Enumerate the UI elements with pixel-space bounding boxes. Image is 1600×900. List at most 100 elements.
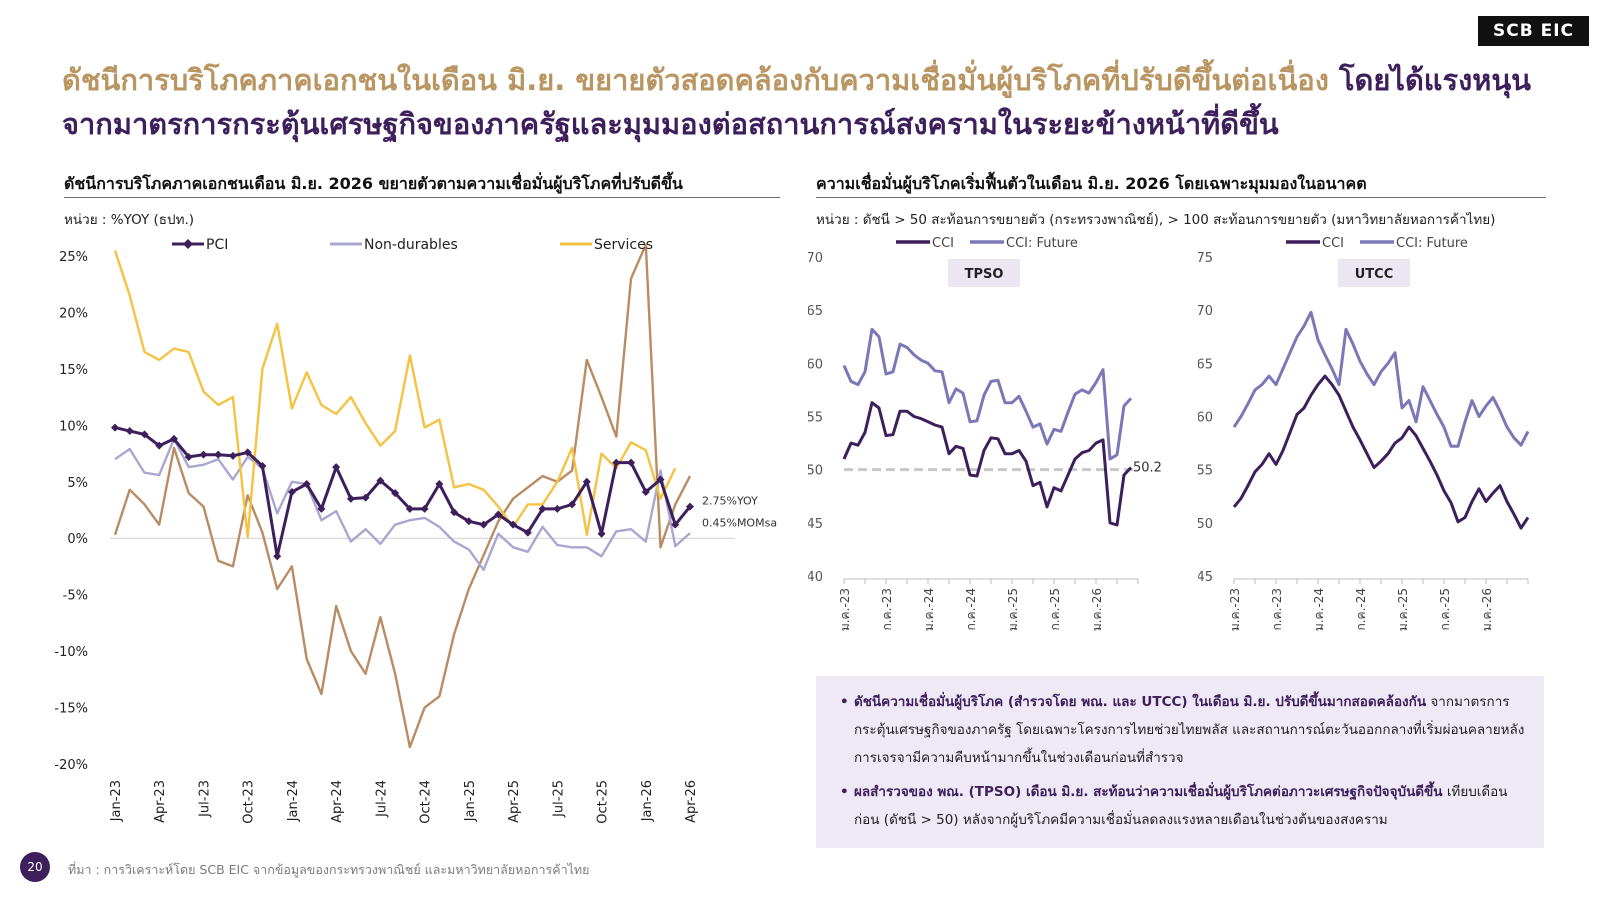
y-tick-label: 60	[808, 357, 823, 372]
y-tick-label: -5%	[63, 589, 88, 604]
pci-point	[332, 463, 341, 472]
pci-latest-annotation: 2.75%YOY	[702, 495, 758, 508]
y-tick-label: 5%	[67, 476, 88, 491]
y-tick-label: 45	[1198, 570, 1213, 585]
y-tick-label: 65	[1198, 357, 1213, 372]
pci-point	[671, 520, 680, 529]
legend-label: CCI: Future	[1396, 236, 1468, 251]
pci-point	[243, 448, 252, 457]
x-tick-label: Oct-24	[419, 780, 434, 824]
headline-part-1: ดัชนีการบริโภคภาคเอกชนในเดือน มิ.ย. ขยาย…	[62, 63, 1329, 97]
note-lead: ผลสำรวจของ พณ. (TPSO) เดือน มิ.ย. สะท้อน…	[854, 784, 1443, 800]
x-tick-label: ม.ค.-26	[1480, 588, 1494, 631]
y-tick-label: 50	[808, 464, 823, 479]
pci-point	[140, 430, 149, 439]
legend-label: Non-durables	[364, 237, 458, 253]
pci-point	[597, 529, 606, 538]
pci-point	[479, 520, 488, 529]
x-tick-label: Apr-26	[684, 780, 699, 823]
x-tick-label: ก.ค.-23	[1270, 588, 1284, 631]
legend-label: PCI	[206, 237, 228, 253]
utcc-chart: 75 70 65 60 55 50 45 ม.ค.-23 ก.ค.-23 ม.ค.-24 ก.ค.-…	[1198, 236, 1530, 631]
pci-point	[405, 504, 414, 513]
x-tick-label: ม.ค.-24	[922, 588, 936, 631]
legend-label: CCI: Future	[1006, 236, 1078, 251]
pci-point	[184, 452, 193, 461]
y-tick-label: 50	[1198, 517, 1213, 532]
x-tick-label: ก.ค.-24	[1354, 588, 1368, 631]
note-lead: ดัชนีความเชื่อมั่นผู้บริโภค (สำรวจโดย พณ…	[854, 694, 1427, 710]
left-chart-unit: หน่วย : %YOY (ธปท.)	[64, 212, 195, 228]
x-tick-label: ก.ค.-24	[964, 588, 978, 631]
pci-point	[509, 520, 518, 529]
legend-marker	[183, 239, 193, 249]
pci-point	[464, 517, 473, 526]
note-body: จากมาตรการกระตุ้นเศรษฐกิจของภาครัฐ โดยเฉ…	[854, 694, 1525, 766]
pci-point	[627, 458, 636, 467]
pci-point	[568, 500, 577, 509]
pci-point	[302, 480, 311, 489]
x-tick-label: Oct-25	[596, 780, 611, 824]
x-tick-label: ก.ค.-25	[1048, 588, 1062, 631]
pci-mom-annotation: 0.45%MOMsa	[702, 517, 777, 530]
y-tick-label: 20%	[59, 306, 88, 321]
key-notes-box: ดัชนีความเชื่อมั่นผู้บริโภค (สำรวจโดย พณ…	[816, 676, 1544, 848]
cci-line	[1232, 374, 1530, 530]
page-number: 20	[20, 852, 50, 882]
pci-point	[155, 441, 164, 450]
x-tick-label: Apr-24	[330, 780, 345, 823]
x-tick-label: Jul-24	[374, 780, 389, 818]
legend-label: Services	[594, 237, 653, 253]
services-line	[113, 250, 677, 539]
x-tick-label: Apr-23	[153, 780, 168, 823]
pci-point	[612, 458, 621, 467]
x-tick-label: Jan-26	[640, 780, 655, 822]
cci-line	[842, 401, 1133, 527]
pci-point	[258, 461, 267, 470]
x-tick-label: Jul-25	[551, 780, 566, 818]
y-tick-label: -20%	[54, 758, 88, 773]
y-tick-label: 15%	[59, 363, 88, 378]
x-tick-label: ม.ค.-25	[1396, 588, 1410, 631]
pci-point	[523, 528, 532, 537]
legend-label: CCI	[932, 236, 954, 251]
y-tick-label: -15%	[54, 702, 88, 717]
chart-title-box	[948, 259, 1020, 287]
y-tick-label: 40	[808, 570, 823, 585]
y-tick-label: -10%	[54, 645, 88, 660]
other-series-line	[113, 243, 692, 749]
x-tick-label: ม.ค.-24	[1312, 588, 1326, 631]
pci-point	[169, 434, 178, 443]
note-item: ผลสำรวจของ พณ. (TPSO) เดือน มิ.ย. สะท้อน…	[840, 778, 1530, 834]
x-tick-label: Jul-23	[197, 780, 212, 818]
pci-point	[273, 552, 282, 561]
y-tick-label: 10%	[59, 419, 88, 434]
note-body: เทียบเดือนก่อน (ดัชนี > 50) หลังจากผู้บร…	[854, 784, 1508, 828]
pci-point	[582, 477, 591, 486]
y-tick-label: 55	[1198, 464, 1213, 479]
y-tick-label: 60	[1198, 411, 1213, 426]
x-tick-label: ม.ค.-23	[838, 588, 852, 631]
pci-point	[361, 493, 370, 502]
pci-point	[111, 423, 119, 432]
headline-part-2: โดยได้แรงหนุนจากมาตรการกระตุ้นเศรษฐกิจขอ…	[62, 63, 1531, 141]
y-tick-label: 0%	[67, 532, 88, 547]
pci-point	[656, 475, 665, 484]
left-chart-title: ดัชนีการบริโภคภาคเอกชนเดือน มิ.ย. 2026 ข…	[64, 174, 683, 193]
pci-point	[538, 504, 547, 513]
pci-point	[199, 450, 208, 459]
right-title-rule	[816, 197, 1546, 198]
pci-point	[214, 450, 223, 459]
right-chart-title: ความเชื่อมั่นผู้บริโภคเริ่มฟื้นตัวในเดือ…	[816, 174, 1367, 193]
scb-eic-logo: SCB EIC	[1478, 16, 1589, 46]
pci-point	[228, 451, 237, 460]
cci-future-line	[842, 327, 1133, 461]
pci-point	[287, 487, 296, 496]
y-tick-label: 70	[1198, 304, 1213, 319]
cci-latest-annotation: 50.2	[1133, 461, 1162, 476]
pci-point	[317, 504, 326, 513]
pci-point	[686, 502, 694, 511]
y-tick-label: 45	[808, 517, 823, 532]
x-tick-label: ม.ค.-25	[1006, 588, 1020, 631]
x-tick-label: Jan-24	[286, 780, 301, 822]
